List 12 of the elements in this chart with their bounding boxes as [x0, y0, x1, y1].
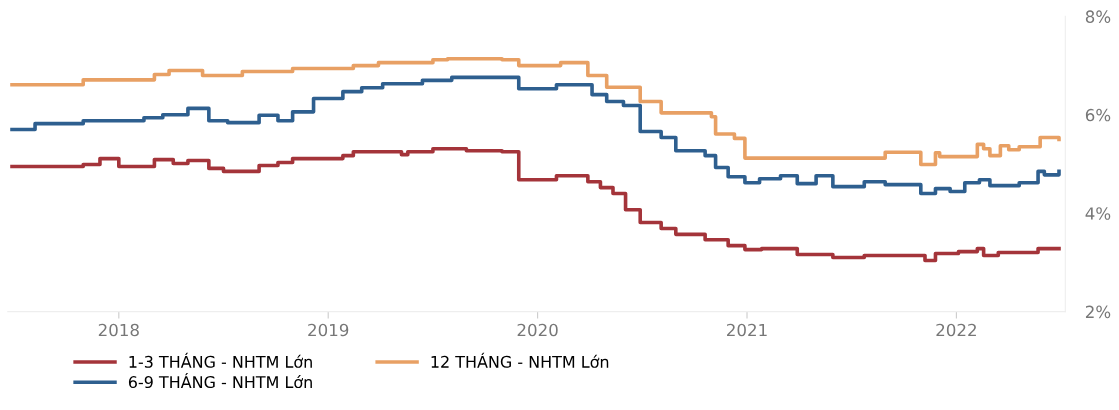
legend-label: 12 THÁNG - NHTM Lớn — [431, 352, 609, 368]
y-tick-label: 4% — [1085, 207, 1111, 220]
y-tick-label: 2% — [1085, 305, 1111, 319]
y-tick-label: 6% — [1085, 108, 1111, 122]
x-tick-label: 2022 — [936, 323, 976, 337]
legend-label: 6-9 THÁNG - NHTM Lớn — [128, 373, 312, 389]
x-tick-label: 2018 — [98, 323, 139, 337]
legend-label: 1-3 THÁNG - NHTM Lớn — [129, 352, 312, 368]
y-tick-label: 8% — [1085, 10, 1111, 23]
x-tick-label: 2021 — [727, 323, 767, 337]
x-tick-label: 2020 — [517, 323, 558, 337]
x-tick-label: 2019 — [308, 323, 349, 337]
